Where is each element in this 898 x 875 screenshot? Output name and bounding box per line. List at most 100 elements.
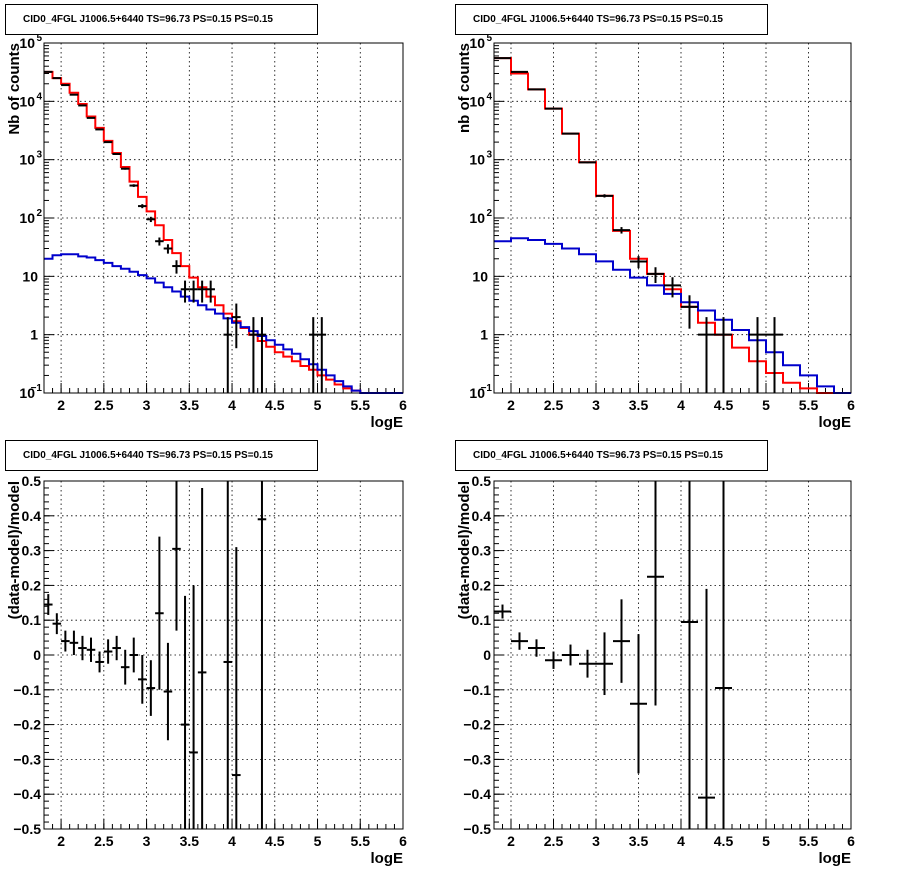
data-point <box>112 635 121 661</box>
data-point <box>308 317 318 393</box>
x-tick-label: 2 <box>507 397 515 413</box>
data-point <box>596 194 613 198</box>
data-point <box>249 317 258 393</box>
data-point <box>596 632 613 696</box>
data-point <box>494 604 511 619</box>
x-tick-label: 2.5 <box>94 833 114 849</box>
x-tick-label: 4.5 <box>714 397 734 413</box>
data-point <box>146 216 156 223</box>
data-point <box>180 595 190 829</box>
y-tick-label: −0.1 <box>13 682 41 698</box>
data-point <box>630 634 647 774</box>
data-point <box>155 237 164 246</box>
y-tick-label: 10 <box>19 385 35 401</box>
data-point <box>103 639 113 664</box>
data-point <box>189 585 198 829</box>
y-tick-exponent: 3 <box>486 150 492 161</box>
data-point <box>78 104 87 107</box>
x-tick-label: 3.5 <box>180 397 200 413</box>
x-tick-label: 3.5 <box>629 833 649 849</box>
plot-frame <box>43 42 404 394</box>
x-tick-label: 2 <box>57 397 65 413</box>
y-tick-label: 0.3 <box>472 543 492 559</box>
y-tick-exponent: 2 <box>36 208 42 219</box>
y-tick-label: 0.5 <box>22 473 42 489</box>
x-tick-label: 5 <box>762 833 770 849</box>
x-tick-label: 5.5 <box>799 833 819 849</box>
data-point <box>44 594 53 615</box>
plot-frame <box>493 480 852 830</box>
y-tick-label: 0.4 <box>22 508 42 524</box>
x-tick-label: 4.5 <box>265 397 285 413</box>
y-tick-label: −0.1 <box>463 682 491 698</box>
data-point <box>138 655 147 704</box>
chart-panel-3: CID0_4FGL J1006.5+6440 TS=96.73 PS=0.15 … <box>5 440 407 867</box>
chart-panel-2: CID0_4FGL J1006.5+6440 TS=96.73 PS=0.15 … <box>455 4 855 431</box>
data-point <box>257 317 267 393</box>
data-point <box>172 481 181 631</box>
x-tick-label: 4.5 <box>265 833 285 849</box>
component-model-line <box>44 253 403 394</box>
chart-panel-4: CID0_4FGL J1006.5+6440 TS=96.73 PS=0.15 … <box>455 440 855 867</box>
x-tick-label: 3.5 <box>180 833 200 849</box>
plot-frame <box>493 42 852 394</box>
data-point <box>163 244 173 254</box>
y-tick-label: 0.3 <box>22 543 42 559</box>
x-tick-label: 2 <box>57 833 65 849</box>
x-tick-label: 5 <box>314 397 322 413</box>
y-tick-label: 10 <box>19 152 35 168</box>
x-tick-label: 2.5 <box>544 833 564 849</box>
data-point <box>613 599 630 683</box>
x-tick-label: 4 <box>677 833 685 849</box>
y-tick-exponent: 4 <box>486 91 492 102</box>
data-point <box>138 204 147 209</box>
data-point <box>129 637 139 673</box>
component-model-line <box>494 237 851 394</box>
data-point <box>511 632 528 650</box>
chart-title: CID0_4FGL J1006.5+6440 TS=96.73 PS=0.15 … <box>473 14 723 25</box>
y-tick-label: 10 <box>469 93 485 109</box>
data-point <box>715 481 732 829</box>
x-axis-label: logE <box>819 414 852 431</box>
data-point <box>61 630 70 652</box>
data-point <box>545 107 562 110</box>
x-tick-label: 2 <box>507 833 515 849</box>
y-tick-label: 0.5 <box>472 473 492 489</box>
chart-title-box <box>5 440 318 471</box>
y-tick-exponent: 3 <box>36 150 42 161</box>
x-tick-label: 3 <box>143 397 151 413</box>
y-tick-label: 0 <box>483 647 491 663</box>
data-point <box>52 613 62 635</box>
y-tick-label: −0.5 <box>463 821 491 837</box>
x-tick-label: 3 <box>592 397 600 413</box>
chart-title-box <box>455 440 768 471</box>
data-point <box>189 280 198 303</box>
y-tick-exponent: 4 <box>36 91 42 102</box>
x-tick-label: 6 <box>399 397 407 413</box>
data-point <box>223 481 233 829</box>
y-tick-label: 1 <box>480 327 488 343</box>
x-tick-label: 5.5 <box>799 397 819 413</box>
x-tick-label: 2.5 <box>544 397 564 413</box>
y-axis-label: (data-model)/model <box>6 481 23 619</box>
data-point <box>630 256 647 269</box>
data-point <box>86 116 96 119</box>
data-point <box>103 141 113 144</box>
data-point <box>95 651 104 673</box>
y-tick-label: 10 <box>469 210 485 226</box>
x-tick-label: 6 <box>847 833 855 849</box>
data-point <box>579 161 596 164</box>
data-point <box>766 317 783 393</box>
y-tick-label: 10 <box>472 268 488 284</box>
chart-title: CID0_4FGL J1006.5+6440 TS=96.73 PS=0.15 … <box>473 450 723 461</box>
data-point <box>232 303 241 349</box>
plot-frame <box>43 480 404 830</box>
y-tick-exponent: 2 <box>486 208 492 219</box>
x-tick-label: 3 <box>143 833 151 849</box>
y-tick-label: 10 <box>19 210 35 226</box>
chart-title-box <box>5 4 318 35</box>
y-tick-label: 10 <box>22 268 38 284</box>
data-point <box>698 317 715 393</box>
data-point <box>172 260 181 274</box>
